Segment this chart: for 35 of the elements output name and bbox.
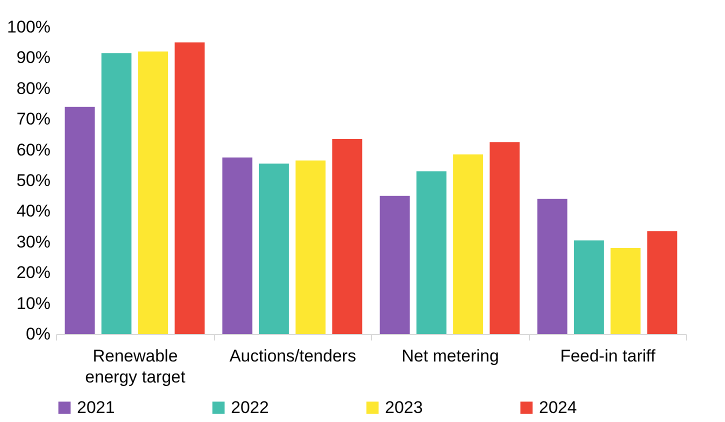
bar [64,106,95,334]
bar [332,139,362,334]
bar [610,248,641,334]
x-tick-label: Net metering [402,346,499,366]
legend-label: 2021 [77,398,115,417]
y-tick-label: 50% [16,171,50,190]
legend-label: 2022 [231,398,269,417]
legend-label: 2024 [539,398,577,417]
legend-label: 2023 [385,398,423,417]
bar [416,171,446,334]
bar [453,154,484,334]
y-tick-label: 30% [16,232,50,252]
bar [174,42,205,334]
y-tick-label: 100% [7,18,50,36]
bar [537,198,568,334]
x-tick-label: Feed-in tariff [560,346,656,366]
y-tick-label: 40% [16,202,50,221]
y-tick-label: 10% [16,294,50,313]
x-tick-label: Renewable energy target [85,346,186,386]
bar [380,196,410,334]
bar [647,231,678,334]
bar [222,157,252,334]
y-tick-label: 0% [26,324,50,344]
bar [296,160,326,334]
bar [258,164,289,334]
y-tick-label: 20% [16,263,50,282]
bar [138,52,168,334]
y-tick-label: 70% [16,110,50,129]
bar [490,142,520,334]
y-tick-label: 90% [16,48,50,68]
bar [101,53,132,334]
y-tick-label: 60% [16,140,50,160]
x-tick-label: Auctions/tenders [229,346,356,366]
bar [574,240,604,334]
y-tick-label: 80% [16,78,50,98]
